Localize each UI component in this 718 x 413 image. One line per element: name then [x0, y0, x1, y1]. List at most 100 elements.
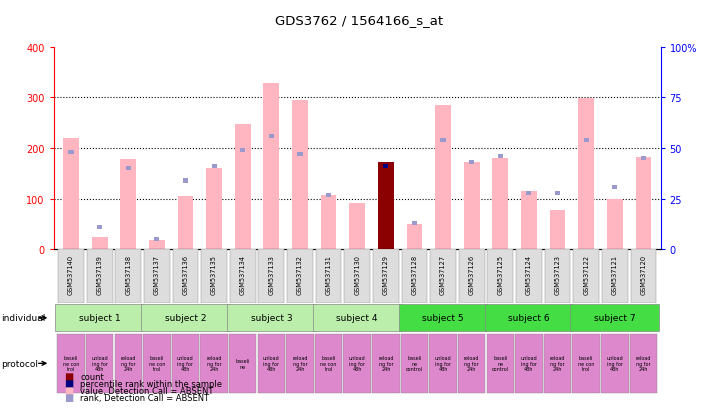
Text: ■: ■ [65, 392, 74, 402]
Text: value, Detection Call = ABSENT: value, Detection Call = ABSENT [80, 386, 214, 395]
Bar [206, 169, 222, 250]
Text: unload
ing for
48h: unload ing for 48h [434, 356, 452, 371]
FancyBboxPatch shape [372, 334, 399, 393]
Text: GSM537128: GSM537128 [411, 254, 417, 294]
Bar [378, 163, 393, 250]
FancyBboxPatch shape [86, 334, 113, 393]
FancyBboxPatch shape [429, 334, 457, 393]
Text: subject 3: subject 3 [251, 313, 292, 323]
Text: GSM537138: GSM537138 [125, 254, 131, 294]
Text: baseli
ne
control: baseli ne control [492, 356, 509, 371]
FancyBboxPatch shape [485, 305, 573, 331]
Text: unload
ing for
48h: unload ing for 48h [349, 356, 365, 371]
FancyBboxPatch shape [316, 250, 342, 304]
Bar [607, 199, 623, 250]
Text: subject 7: subject 7 [594, 313, 635, 323]
Bar [612, 185, 617, 189]
FancyBboxPatch shape [602, 250, 628, 304]
Text: subject 6: subject 6 [508, 313, 550, 323]
Bar [412, 221, 417, 225]
Text: GSM537122: GSM537122 [583, 254, 589, 294]
FancyBboxPatch shape [373, 250, 398, 304]
FancyBboxPatch shape [401, 334, 428, 393]
Text: GSM537131: GSM537131 [325, 254, 332, 294]
Bar [350, 204, 365, 250]
Bar [121, 160, 136, 250]
FancyBboxPatch shape [227, 305, 316, 331]
Text: GSM537140: GSM537140 [68, 254, 74, 294]
Text: GSM537137: GSM537137 [154, 254, 160, 294]
FancyBboxPatch shape [401, 250, 427, 304]
FancyBboxPatch shape [258, 250, 284, 304]
Bar [584, 139, 589, 142]
Bar [264, 84, 279, 250]
Text: GSM537134: GSM537134 [240, 254, 246, 294]
Text: unload
ing for
48h: unload ing for 48h [91, 356, 108, 371]
Bar [97, 225, 102, 230]
Bar [521, 192, 537, 250]
Bar [635, 157, 651, 250]
Text: baseli
ne: baseli ne [236, 358, 250, 369]
Bar [321, 195, 337, 250]
FancyBboxPatch shape [570, 305, 659, 331]
Text: protocol: protocol [1, 359, 39, 368]
Bar [149, 241, 164, 250]
FancyBboxPatch shape [345, 250, 370, 304]
Text: GSM537133: GSM537133 [269, 254, 274, 294]
Bar [292, 101, 308, 250]
FancyBboxPatch shape [172, 250, 198, 304]
Bar [269, 135, 274, 139]
Text: reload
ng for
24h: reload ng for 24h [635, 356, 651, 371]
Text: percentile rank within the sample: percentile rank within the sample [80, 379, 223, 388]
Text: subject 1: subject 1 [79, 313, 121, 323]
FancyBboxPatch shape [287, 250, 313, 304]
Text: subject 2: subject 2 [164, 313, 206, 323]
Text: baseli
ne con
trol: baseli ne con trol [320, 356, 337, 371]
Bar [212, 165, 217, 169]
FancyBboxPatch shape [398, 305, 488, 331]
Bar [297, 153, 302, 157]
Bar [406, 225, 422, 250]
Text: GSM537139: GSM537139 [97, 254, 103, 294]
Bar [578, 99, 594, 250]
Text: GSM537124: GSM537124 [526, 254, 532, 294]
FancyBboxPatch shape [201, 250, 227, 304]
FancyBboxPatch shape [488, 250, 513, 304]
FancyBboxPatch shape [313, 305, 401, 331]
Text: reload
ng for
24h: reload ng for 24h [121, 356, 136, 371]
Text: GSM537121: GSM537121 [612, 254, 617, 294]
Text: unload
ing for
48h: unload ing for 48h [177, 356, 194, 371]
FancyBboxPatch shape [230, 250, 256, 304]
Text: individual: individual [1, 313, 46, 323]
Bar [435, 106, 451, 250]
Bar [183, 179, 188, 183]
Text: unload
ing for
48h: unload ing for 48h [521, 356, 537, 371]
FancyBboxPatch shape [459, 250, 485, 304]
FancyBboxPatch shape [516, 250, 542, 304]
FancyBboxPatch shape [573, 250, 599, 304]
Bar [383, 165, 388, 169]
Text: GSM537123: GSM537123 [554, 254, 561, 294]
Bar [493, 159, 508, 250]
Bar [235, 124, 251, 250]
Bar [469, 161, 475, 165]
FancyBboxPatch shape [258, 334, 285, 393]
FancyBboxPatch shape [57, 334, 85, 393]
Text: unload
ing for
48h: unload ing for 48h [263, 356, 280, 371]
Bar [326, 193, 331, 197]
Text: reload
ng for
24h: reload ng for 24h [464, 356, 480, 371]
FancyBboxPatch shape [229, 334, 256, 393]
Text: GSM537120: GSM537120 [640, 254, 646, 294]
FancyBboxPatch shape [430, 250, 456, 304]
Bar [63, 139, 79, 250]
Text: ■: ■ [65, 378, 74, 388]
Text: reload
ng for
24h: reload ng for 24h [292, 356, 308, 371]
Bar [126, 167, 131, 171]
Bar [177, 197, 193, 250]
Bar [240, 149, 246, 153]
FancyBboxPatch shape [545, 250, 570, 304]
FancyBboxPatch shape [487, 334, 514, 393]
Text: GSM537126: GSM537126 [469, 254, 475, 294]
Text: GSM537127: GSM537127 [440, 254, 446, 294]
FancyBboxPatch shape [630, 250, 656, 304]
